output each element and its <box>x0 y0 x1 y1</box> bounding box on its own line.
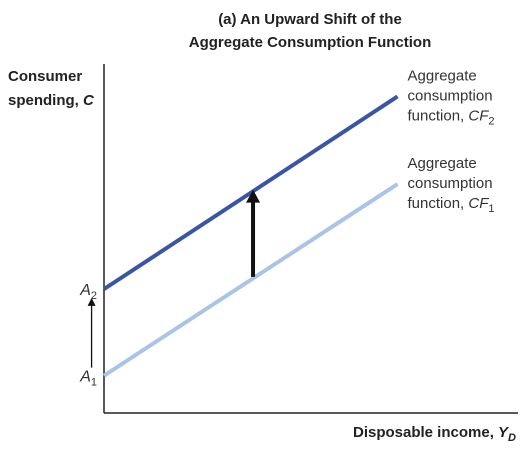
intercept-label-a2: A2 <box>79 282 97 302</box>
series-line-cf2 <box>102 94 399 291</box>
series-label-cf1-line-1: Aggregate <box>408 155 477 172</box>
series-label-cf1-line-2: consumption <box>408 175 493 192</box>
chart-title-line-1: (a) An Upward Shift of the <box>218 11 402 28</box>
series-label-cf2-line-2: consumption <box>408 87 493 104</box>
chart-marks: Aggregate consumption function, CF2 A2 Aggre… <box>79 67 494 388</box>
series-symbol-cf1: CF <box>468 195 489 212</box>
series-subscript-cf2: 2 <box>488 115 494 127</box>
y-axis-symbol: C <box>83 92 95 109</box>
series-label-cf1-line-3: function, CF1 <box>408 195 495 215</box>
intercept-subscript-a1: 1 <box>91 377 97 389</box>
intercept-label-a1: A1 <box>79 369 97 389</box>
x-axis-subscript: D <box>508 432 516 444</box>
y-axis-title-line-1: Consumer <box>8 68 82 85</box>
shift-arrow-head <box>246 189 261 203</box>
x-axis-title: Disposable income, YD <box>353 424 516 444</box>
series-line-cf1 <box>102 182 399 378</box>
intercept-subscript-a2: 2 <box>91 290 97 302</box>
chart-title-line-2: Aggregate Consumption Function <box>189 34 431 51</box>
y-axis-title-line-2: spending, C <box>8 92 95 109</box>
series-label-cf2-line-1: Aggregate <box>408 67 477 84</box>
series-label-cf2-line-3: function, CF2 <box>408 107 495 127</box>
series-symbol-cf2: CF <box>468 107 489 124</box>
x-axis-symbol: Y <box>498 424 510 441</box>
series-subscript-cf1: 1 <box>488 203 494 215</box>
intercept-arrow-head <box>87 297 96 306</box>
